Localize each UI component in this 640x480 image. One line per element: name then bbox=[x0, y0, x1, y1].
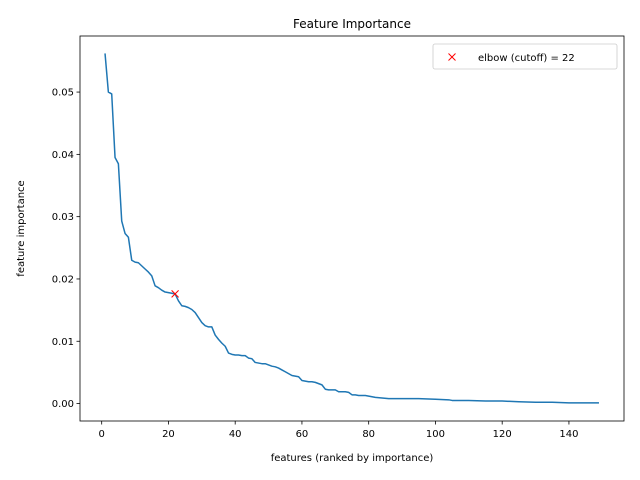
x-axis-label: features (ranked by importance) bbox=[271, 453, 434, 464]
y-tick-label: 0.00 bbox=[52, 399, 74, 410]
axes-frame bbox=[79, 35, 625, 422]
legend: elbow (cutoff) = 22 bbox=[432, 43, 618, 70]
x-tick-label: 140 bbox=[559, 429, 578, 440]
y-tick-label: 0.05 bbox=[52, 88, 74, 99]
importance-series-line bbox=[104, 53, 599, 404]
legend-marker-x-icon bbox=[448, 53, 456, 61]
y-axis-ticks: 0.00 0.01 0.02 0.03 0.04 0.05 bbox=[52, 88, 80, 410]
legend-box bbox=[432, 43, 618, 70]
y-tick-label: 0.03 bbox=[52, 212, 74, 223]
plot-area bbox=[80, 36, 624, 421]
elbow-marker bbox=[171, 290, 179, 298]
x-tick-label: 40 bbox=[229, 429, 242, 440]
chart-title: Feature Importance bbox=[293, 17, 411, 31]
x-tick-label: 0 bbox=[99, 429, 105, 440]
x-tick-label: 120 bbox=[493, 429, 512, 440]
x-tick-label: 100 bbox=[426, 429, 445, 440]
legend-x-glyph bbox=[448, 53, 456, 61]
x-tick-label: 80 bbox=[362, 429, 375, 440]
elbow-markers bbox=[171, 290, 179, 298]
legend-label: elbow (cutoff) = 22 bbox=[478, 53, 575, 64]
x-tick-label: 60 bbox=[296, 429, 309, 440]
y-tick-label: 0.01 bbox=[52, 337, 74, 348]
y-axis-label: feature importance bbox=[16, 180, 27, 276]
y-tick-label: 0.04 bbox=[52, 150, 74, 161]
x-tick-label: 20 bbox=[162, 429, 175, 440]
x-axis-ticks: 0 20 40 60 80 100 120 140 bbox=[99, 421, 578, 440]
y-tick-label: 0.02 bbox=[52, 274, 74, 285]
